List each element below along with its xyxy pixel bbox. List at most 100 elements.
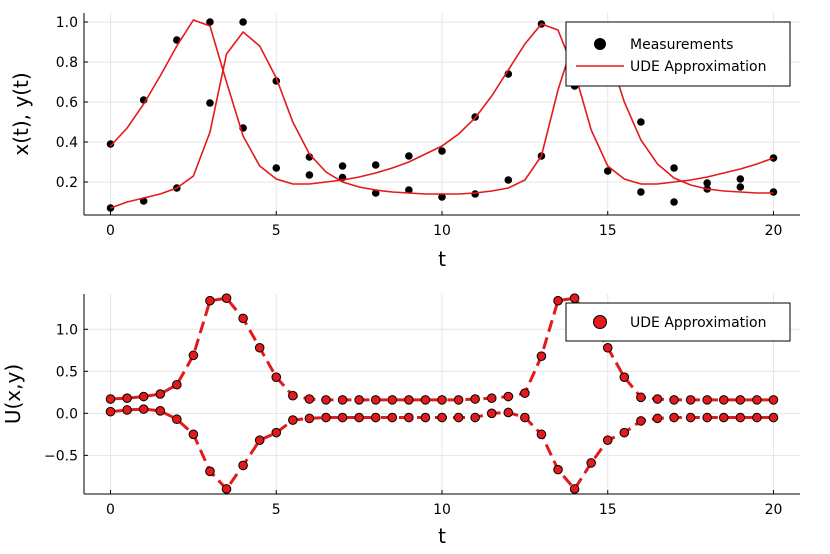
- data-point: [471, 190, 479, 198]
- data-point: [735, 412, 746, 423]
- legend-label: UDE Approximation: [630, 315, 766, 331]
- y-tick-label: 0.0: [56, 406, 78, 422]
- data-point: [254, 342, 265, 353]
- data-point: [172, 379, 182, 390]
- data-point: [470, 394, 480, 404]
- data-point: [122, 405, 132, 415]
- y-tick-label: 1.0: [56, 322, 78, 338]
- data-point: [387, 395, 398, 405]
- data-point: [718, 395, 729, 405]
- y-tick-label: 0.2: [56, 175, 78, 191]
- legend-label: UDE Approximation: [630, 59, 766, 75]
- x-axis-title: t: [438, 247, 446, 271]
- data-point: [271, 372, 282, 382]
- series-line: [110, 296, 774, 402]
- data-point: [405, 186, 413, 194]
- y-tick-label: 0.8: [56, 55, 78, 71]
- legend-label: Measurements: [630, 37, 733, 53]
- x-tick-label: 0: [106, 502, 115, 518]
- data-point: [652, 394, 663, 404]
- data-point: [752, 412, 762, 423]
- data-point: [503, 391, 514, 402]
- data-point: [669, 395, 679, 405]
- x-tick-label: 20: [765, 223, 783, 239]
- y-tick-label: −0.5: [44, 448, 78, 464]
- chart-panel-1: 0 5 10 15 20 0.2 0.4 0.6 0.8 1.0 t x(t), y(t) Measur…: [9, 13, 800, 271]
- x-tick-label: 5: [272, 502, 281, 518]
- data-point: [752, 395, 762, 405]
- y-axis-title: x(t), y(t): [9, 72, 33, 155]
- data-point: [404, 395, 414, 405]
- data-point: [221, 293, 232, 304]
- data-point: [685, 395, 696, 405]
- series-line: [110, 29, 774, 209]
- data-point: [769, 188, 778, 196]
- data-point: [636, 416, 646, 426]
- data-point: [337, 412, 348, 423]
- data-point: [486, 393, 497, 404]
- data-point: [619, 427, 630, 438]
- data-point: [636, 392, 646, 403]
- data-point: [370, 412, 381, 423]
- data-point: [404, 412, 414, 423]
- data-point: [188, 350, 199, 361]
- data-point: [288, 415, 298, 425]
- x-tick-label: 10: [433, 223, 451, 239]
- data-point: [271, 427, 282, 438]
- chart-panel-2: 0 5 10 15 20 −0.5 0.0 0.5 1.0 t U(x,y) UDE Approxim…: [1, 293, 800, 548]
- data-point: [155, 406, 166, 416]
- data-point: [504, 176, 513, 184]
- data-point: [670, 198, 678, 206]
- data-point: [155, 389, 166, 399]
- data-point: [503, 407, 514, 418]
- data-point: [602, 435, 613, 446]
- y-tick-label: 1.0: [56, 15, 78, 31]
- data-point: [685, 412, 696, 423]
- data-point: [669, 412, 679, 423]
- legend-marker: [593, 315, 607, 329]
- x-tick-label: 15: [599, 502, 617, 518]
- data-point: [420, 412, 431, 423]
- data-point: [138, 404, 149, 414]
- data-point: [321, 395, 331, 405]
- data-point: [105, 406, 116, 417]
- data-point: [768, 412, 779, 423]
- data-point: [453, 412, 464, 423]
- data-point: [304, 394, 315, 404]
- data-point: [172, 414, 182, 425]
- data-point: [670, 164, 678, 172]
- data-point: [438, 147, 446, 155]
- data-point: [470, 412, 480, 423]
- data-point: [272, 164, 281, 172]
- data-point: [569, 293, 580, 304]
- data-point: [702, 412, 712, 423]
- data-point: [221, 484, 232, 494]
- data-point: [553, 464, 563, 475]
- data-point: [736, 183, 745, 191]
- data-point: [702, 395, 712, 405]
- data-point: [437, 395, 447, 405]
- data-point: [138, 391, 149, 402]
- data-point: [206, 18, 214, 26]
- data-point: [354, 395, 364, 405]
- data-point: [387, 412, 398, 423]
- y-tick-label: 0.5: [56, 364, 78, 380]
- data-point: [188, 429, 199, 440]
- data-point: [718, 412, 729, 423]
- x-tick-label: 5: [272, 223, 281, 239]
- data-point: [619, 372, 630, 382]
- data-point: [305, 171, 314, 179]
- data-point: [238, 460, 248, 471]
- data-point: [536, 351, 547, 361]
- data-point: [569, 484, 580, 494]
- data-point: [437, 412, 447, 423]
- data-point: [206, 99, 214, 107]
- data-point: [520, 412, 530, 423]
- series-line: [109, 19, 774, 185]
- data-point: [105, 394, 116, 404]
- data-point: [602, 342, 613, 353]
- x-axis-title: t: [438, 524, 446, 548]
- data-point: [536, 429, 547, 440]
- data-point: [205, 466, 215, 477]
